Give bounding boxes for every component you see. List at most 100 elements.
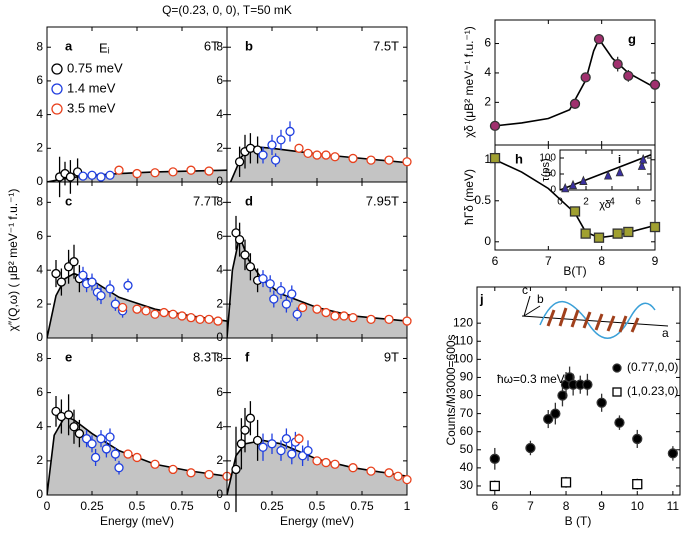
data-point xyxy=(150,309,160,319)
y-tick-label: 4 xyxy=(484,65,491,79)
y-tick-label: 8 xyxy=(216,39,223,53)
plot-frame xyxy=(494,144,656,251)
spiral-diagram: a b c xyxy=(521,283,669,340)
fit-area xyxy=(227,440,407,495)
data-point xyxy=(234,157,245,167)
data-point xyxy=(550,408,561,419)
y-tick-label: 6 xyxy=(216,228,223,242)
data-point xyxy=(557,390,568,401)
x-tick-label: 0.5 xyxy=(309,499,326,513)
x-tick-label: 7 xyxy=(527,499,534,513)
axis-label: b xyxy=(537,292,544,306)
data-point xyxy=(276,135,286,145)
x-tick-label: 0 xyxy=(44,499,51,513)
data-point xyxy=(560,477,572,488)
data-point xyxy=(580,228,591,239)
x-tick-label: 2 xyxy=(583,197,589,208)
data-point xyxy=(384,155,394,165)
y-tick-label: 6 xyxy=(36,73,43,87)
data-point xyxy=(402,157,412,167)
data-point xyxy=(339,311,349,321)
data-point xyxy=(56,277,67,287)
data-point xyxy=(213,316,223,326)
x-tick-label: 6 xyxy=(635,197,641,208)
field-label: 7.5T xyxy=(373,38,399,53)
x-axis-label: Energy (meV) xyxy=(100,514,174,528)
data-point xyxy=(569,206,581,217)
y-tick-label: 4 xyxy=(216,262,223,276)
data-point xyxy=(276,285,286,296)
y-tick-label: 40 xyxy=(460,460,474,474)
data-point xyxy=(489,453,500,464)
panel-label: f xyxy=(245,349,250,364)
y-tick-label: 6 xyxy=(216,73,223,87)
data-point xyxy=(321,307,331,318)
data-point xyxy=(281,299,292,309)
data-point xyxy=(110,299,121,309)
x-axis-label: Energy (meV) xyxy=(280,514,354,528)
field-label: 9T xyxy=(384,349,399,364)
data-point xyxy=(366,466,376,476)
x-tick-label: 8 xyxy=(563,499,570,513)
y-tick-label: 1 xyxy=(484,152,491,166)
panel-label: c xyxy=(65,193,72,208)
data-point xyxy=(117,302,128,313)
data-point xyxy=(281,434,292,444)
field-label: 8.3T xyxy=(193,349,219,364)
y-tick-label: 120 xyxy=(453,315,473,329)
data-point xyxy=(312,150,322,160)
data-point xyxy=(287,449,297,459)
data-point xyxy=(667,448,679,459)
axis-a xyxy=(521,315,669,327)
data-point xyxy=(96,172,106,182)
data-point xyxy=(69,422,79,432)
x-tick-label: 10 xyxy=(631,499,645,513)
data-point xyxy=(258,150,268,160)
data-point xyxy=(649,221,661,233)
data-point xyxy=(204,166,214,176)
data-point xyxy=(568,179,578,190)
legend-label: 1.4 meV xyxy=(67,80,116,95)
data-point xyxy=(292,309,302,319)
data-point xyxy=(123,280,133,291)
figure-title: Q=(0.23, 0, 0), T=50 mK xyxy=(162,3,292,17)
x-tick-label: 0.25 xyxy=(80,499,104,513)
data-point xyxy=(348,153,358,164)
data-point xyxy=(87,170,97,180)
data-point xyxy=(168,464,178,475)
data-point xyxy=(366,155,376,165)
y-tick-label: 4 xyxy=(216,107,223,121)
data-point xyxy=(168,167,178,177)
y-tick-label: 80 xyxy=(460,388,474,402)
data-point xyxy=(489,152,501,164)
data-point xyxy=(294,434,304,444)
y-tick-label: 8 xyxy=(36,195,43,209)
y-tick-label: 0 xyxy=(216,487,223,501)
axis-label: a xyxy=(662,326,669,340)
data-point xyxy=(270,155,281,165)
x-tick-label: 0.75 xyxy=(350,499,374,513)
data-point xyxy=(294,143,304,153)
panel-label: h xyxy=(515,151,523,166)
data-point xyxy=(543,413,554,425)
y-tick-label: 6 xyxy=(36,228,43,242)
x-tick-label: 6 xyxy=(492,254,499,268)
data-point xyxy=(204,314,214,324)
y-tick-label: 2 xyxy=(216,296,223,310)
legend-marker xyxy=(51,103,63,115)
data-point xyxy=(150,168,160,178)
y-tick-label: 2 xyxy=(36,140,43,154)
y-tick-label: 6 xyxy=(484,36,491,50)
panel-label: g xyxy=(628,31,636,46)
y-tick-label: 70 xyxy=(460,406,474,420)
data-point xyxy=(612,58,623,70)
data-point xyxy=(525,442,536,454)
data-point xyxy=(159,307,169,318)
fit-line xyxy=(495,37,655,127)
data-point xyxy=(615,166,624,177)
data-point xyxy=(132,168,142,179)
data-point xyxy=(87,439,97,449)
data-point xyxy=(649,79,661,90)
panel-label: b xyxy=(245,38,253,53)
data-point xyxy=(632,478,643,490)
